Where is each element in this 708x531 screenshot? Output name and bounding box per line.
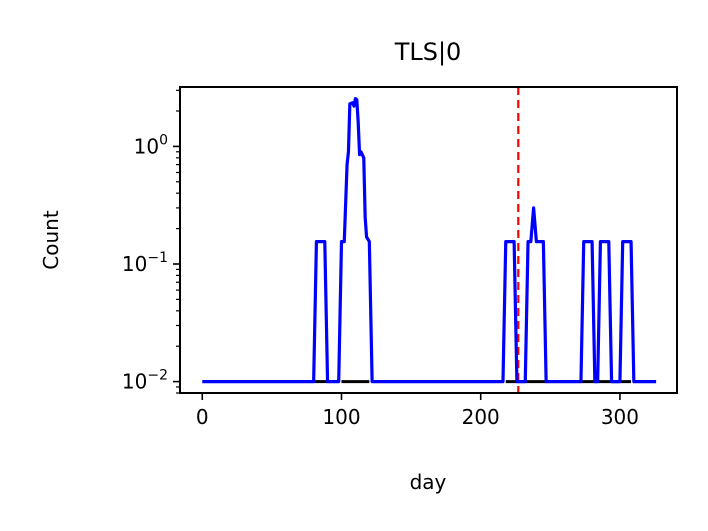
x-tick-label: 100 — [322, 405, 360, 429]
data-layer — [202, 87, 657, 393]
series-line — [202, 97, 657, 384]
x-axis-title: day — [410, 470, 447, 494]
y-tick-label: 10−2 — [122, 368, 168, 394]
plot-frame — [179, 86, 678, 394]
y-axis-title: Count — [39, 210, 63, 270]
x-tick-label: 200 — [462, 405, 500, 429]
chart-title: TLS|0 — [394, 38, 462, 66]
x-tick-label: 0 — [196, 405, 209, 429]
x-tick-label: 300 — [601, 405, 639, 429]
